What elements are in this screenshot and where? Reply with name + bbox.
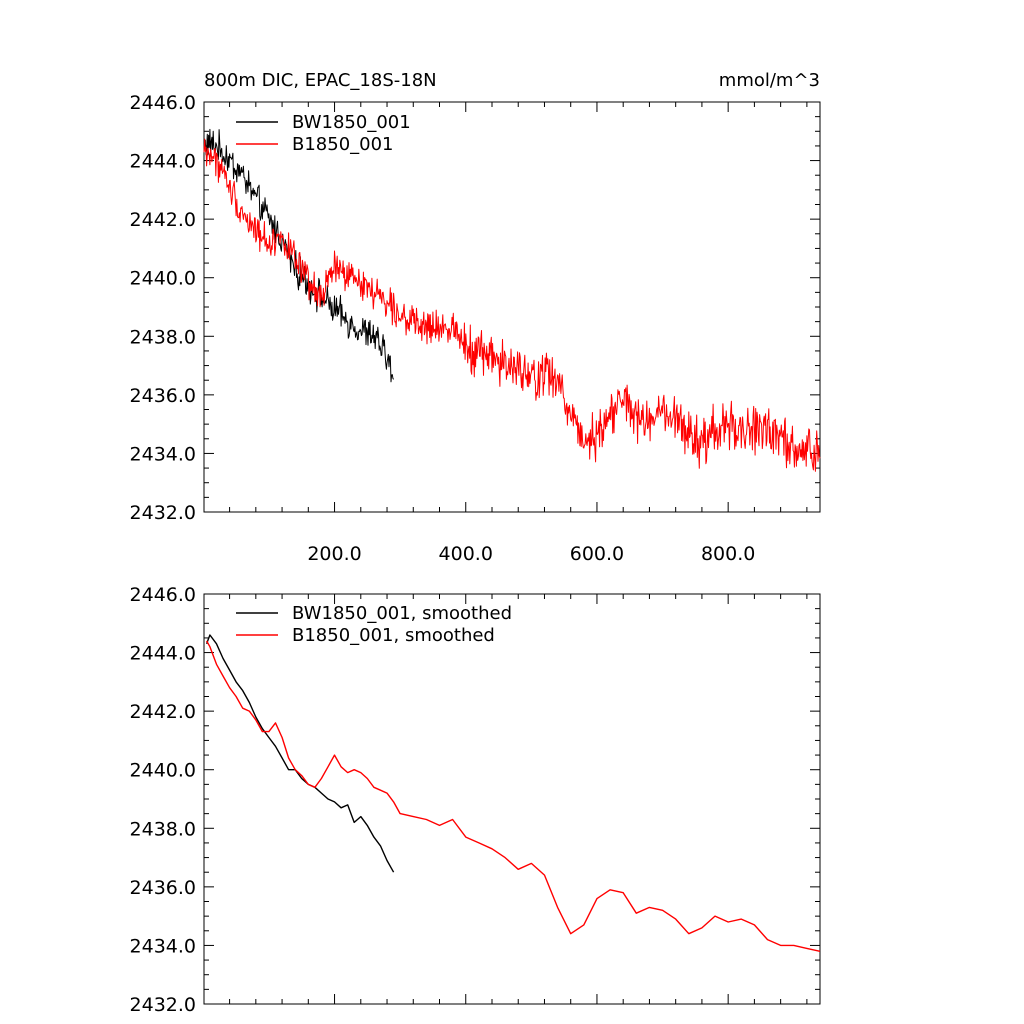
y-tick-label: 2442.0 (130, 209, 196, 231)
units-label: mmol/m^3 (719, 70, 820, 91)
y-tick-label: 2446.0 (130, 92, 196, 114)
y-tick-label: 2436.0 (130, 877, 196, 899)
x-tick-label: 800.0 (701, 543, 755, 565)
y-tick-label: 2440.0 (130, 268, 196, 290)
x-tick-label: 400.0 (439, 543, 493, 565)
legend-label: B1850_001 (292, 134, 394, 155)
legend-label: BW1850_001, smoothed (292, 603, 512, 624)
series-line-b1850 (203, 138, 821, 472)
y-tick-label: 2432.0 (130, 994, 196, 1016)
bottom-panel: 2432.0 2434.0 2436.0 2438.0 2440.0 2442.0 2444… (130, 584, 821, 1016)
y-tick-label: 2442.0 (130, 701, 196, 723)
x-tick-label: 200.0 (307, 543, 361, 565)
y-tick-label: 2444.0 (130, 151, 196, 173)
y-tick-label: 2434.0 (130, 935, 196, 957)
legend-label: BW1850_001 (292, 112, 411, 133)
series-line-b1850 (205, 640, 821, 952)
series-line-bw1850 (205, 634, 395, 873)
plot-frame (203, 101, 821, 513)
series-line-bw1850 (203, 128, 395, 383)
plot-frame (203, 593, 821, 1005)
y-tick-label: 2434.0 (130, 443, 196, 465)
y-tick-label: 2436.0 (130, 385, 196, 407)
y-tick-label: 2446.0 (130, 584, 196, 606)
legend-label: B1850_001, smoothed (292, 625, 495, 646)
y-tick-label: 2432.0 (130, 502, 196, 524)
top-panel: 2432.0 2434.0 2436.0 2438.0 2440.0 2442.0 2444… (130, 92, 821, 565)
y-tick-label: 2440.0 (130, 760, 196, 782)
chart-title: 800m DIC, EPAC_18S-18N (204, 70, 437, 91)
x-tick-label: 600.0 (570, 543, 624, 565)
y-tick-label: 2444.0 (130, 643, 196, 665)
y-tick-label: 2438.0 (130, 818, 196, 840)
y-tick-label: 2438.0 (130, 326, 196, 348)
